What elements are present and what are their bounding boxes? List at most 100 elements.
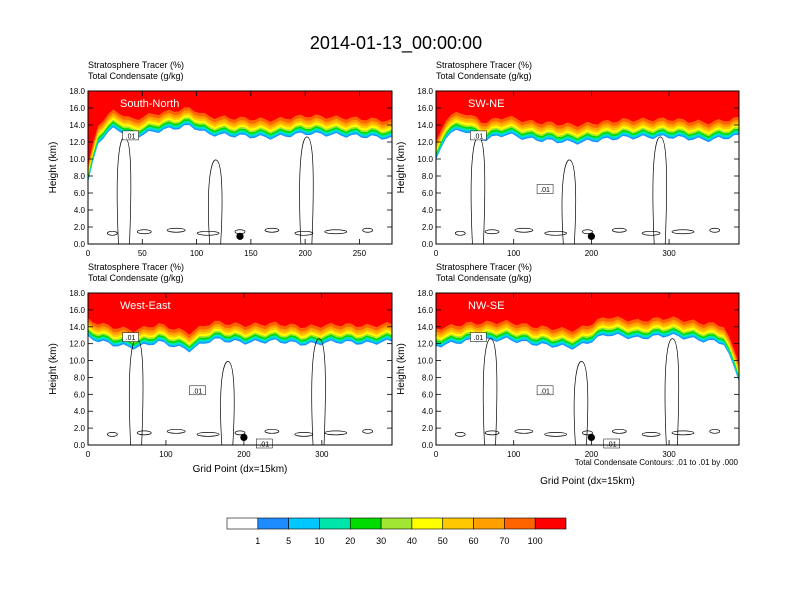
condensate-contours bbox=[454, 136, 721, 244]
condensate-contour bbox=[671, 229, 695, 235]
y-tick-label: 4.0 bbox=[74, 206, 86, 215]
y-tick-label: 10.0 bbox=[69, 155, 85, 164]
location-marker bbox=[587, 232, 595, 240]
y-tick-label: 10.0 bbox=[417, 155, 433, 164]
condensate-contour bbox=[208, 159, 223, 244]
y-tick-label: 4.0 bbox=[422, 407, 434, 416]
colorbar-label: 100 bbox=[528, 536, 543, 546]
panels-group: .01 South-North 0.0 2.0 4.0 6.0 8.0 10.0 12.0 14.… bbox=[48, 60, 740, 487]
y-tick-label: 0.0 bbox=[74, 240, 86, 249]
y-tick-label: 16.0 bbox=[417, 104, 433, 113]
condensate-contours bbox=[454, 338, 721, 445]
condensate-contour bbox=[582, 229, 593, 235]
y-tick-label: 10.0 bbox=[69, 357, 85, 366]
y-tick-label: 14.0 bbox=[69, 323, 85, 332]
contour-label: .01 bbox=[126, 335, 136, 342]
colorbar-label: 20 bbox=[345, 536, 355, 546]
condensate-contour bbox=[311, 338, 326, 445]
condensate-contour bbox=[709, 227, 721, 233]
panel-top-left: .01 South-North 0.0 2.0 4.0 6.0 8.0 10.0 12.0 14.… bbox=[48, 60, 393, 258]
contour-label-box bbox=[470, 332, 487, 342]
tracer-field bbox=[436, 91, 739, 160]
condensate-contour bbox=[582, 430, 593, 436]
y-tick-label: 4.0 bbox=[74, 407, 86, 416]
condensate-contour bbox=[671, 430, 695, 436]
condensate-contour bbox=[454, 230, 466, 236]
panel-bottom-right: .01.01.01NW-SE0.02.04.06.08.010.012.014.… bbox=[396, 262, 740, 487]
y-tick-label: 2.0 bbox=[422, 223, 434, 232]
condensate-contour bbox=[561, 159, 577, 244]
y-tick-label: 0.0 bbox=[74, 441, 86, 450]
x-tick-label: 200 bbox=[298, 249, 312, 258]
panel-subtitle-tracer: Stratosphere Tracer (%) bbox=[88, 262, 184, 272]
section-label: West-East bbox=[120, 300, 171, 312]
location-marker bbox=[587, 433, 595, 441]
colorbar-label: 5 bbox=[286, 536, 291, 546]
panel-subtitle-condensate: Total Condensate (g/kg) bbox=[88, 71, 184, 81]
y-axis-label: Height (km) bbox=[48, 142, 59, 194]
y-tick-label: 8.0 bbox=[74, 373, 86, 382]
condensate-contour bbox=[362, 428, 374, 434]
contour-label: .01 bbox=[540, 187, 550, 194]
section-label: SW-NE bbox=[468, 98, 504, 110]
tracer-field bbox=[88, 293, 392, 353]
x-tick-label: 100 bbox=[159, 450, 173, 459]
contour-label: .01 bbox=[126, 133, 136, 140]
contour-label: .01 bbox=[193, 388, 203, 395]
colorbar-swatch-0 bbox=[226, 517, 259, 530]
y-tick-label: 14.0 bbox=[417, 121, 433, 130]
x-tick-label: 200 bbox=[585, 450, 599, 459]
colorbar-swatch-4 bbox=[349, 517, 382, 530]
condensate-contour bbox=[106, 230, 118, 236]
y-tick-label: 0.0 bbox=[422, 240, 434, 249]
y-tick-label: 16.0 bbox=[417, 306, 433, 315]
panel-bottom-left: .01.01.01West-East0.02.04.06.08.010.012.… bbox=[48, 262, 393, 475]
y-tick-label: 16.0 bbox=[69, 306, 85, 315]
plot-frame bbox=[435, 90, 740, 245]
y-tick-label: 6.0 bbox=[422, 189, 434, 198]
x-tick-label: 300 bbox=[662, 249, 676, 258]
y-tick-label: 2.0 bbox=[422, 424, 434, 433]
y-tick-label: 12.0 bbox=[69, 340, 85, 349]
contour-label-box bbox=[536, 385, 554, 396]
y-tick-label: 18.0 bbox=[69, 289, 85, 298]
y-tick-label: 18.0 bbox=[417, 289, 433, 298]
y-tick-label: 12.0 bbox=[417, 138, 433, 147]
x-tick-label: 150 bbox=[244, 249, 258, 258]
y-tick-label: 8.0 bbox=[422, 172, 434, 181]
y-tick-label: 14.0 bbox=[417, 323, 433, 332]
condensate-contour bbox=[611, 428, 627, 434]
plot-frame bbox=[435, 292, 740, 446]
x-tick-label: 50 bbox=[138, 249, 147, 258]
x-tick-label: 100 bbox=[190, 249, 204, 258]
y-tick-label: 4.0 bbox=[422, 206, 434, 215]
contour-label: .01 bbox=[474, 335, 484, 342]
condensate-contour bbox=[136, 430, 152, 436]
contour-label-box bbox=[256, 438, 273, 449]
contour-label-box bbox=[536, 184, 554, 194]
panel-top-right: .01 .01 SW-NE 0.0 2.0 4.0 6.0 8.0 10.0 12.0 14.0 16… bbox=[396, 60, 740, 258]
y-axis-label: Height (km) bbox=[396, 343, 407, 395]
y-tick-label: 18.0 bbox=[417, 87, 433, 96]
condensate-contour bbox=[166, 227, 186, 233]
y-tick-label: 6.0 bbox=[74, 390, 86, 399]
condensate-contour bbox=[294, 230, 314, 236]
section-label: South-North bbox=[120, 98, 179, 110]
condensate-contours bbox=[106, 136, 374, 244]
contour-label-box bbox=[122, 130, 139, 141]
contour-label: .01 bbox=[540, 388, 550, 395]
condensate-contour bbox=[709, 428, 721, 434]
y-tick-label: 2.0 bbox=[74, 223, 86, 232]
colorbar-label: 1 bbox=[255, 536, 260, 546]
panel-subtitle-condensate: Total Condensate (g/kg) bbox=[436, 71, 532, 81]
colorbar-label: 60 bbox=[469, 536, 479, 546]
colorbar-label: 40 bbox=[407, 536, 417, 546]
condensate-contour bbox=[544, 230, 568, 236]
y-axis-label: Height (km) bbox=[48, 343, 59, 395]
colorbar-swatch-3 bbox=[319, 517, 351, 530]
condensate-contour bbox=[196, 230, 220, 236]
colorbar-swatch-10 bbox=[534, 517, 567, 530]
contour-label-box bbox=[189, 385, 206, 396]
plot-frame bbox=[87, 292, 393, 446]
y-tick-label: 12.0 bbox=[417, 340, 433, 349]
